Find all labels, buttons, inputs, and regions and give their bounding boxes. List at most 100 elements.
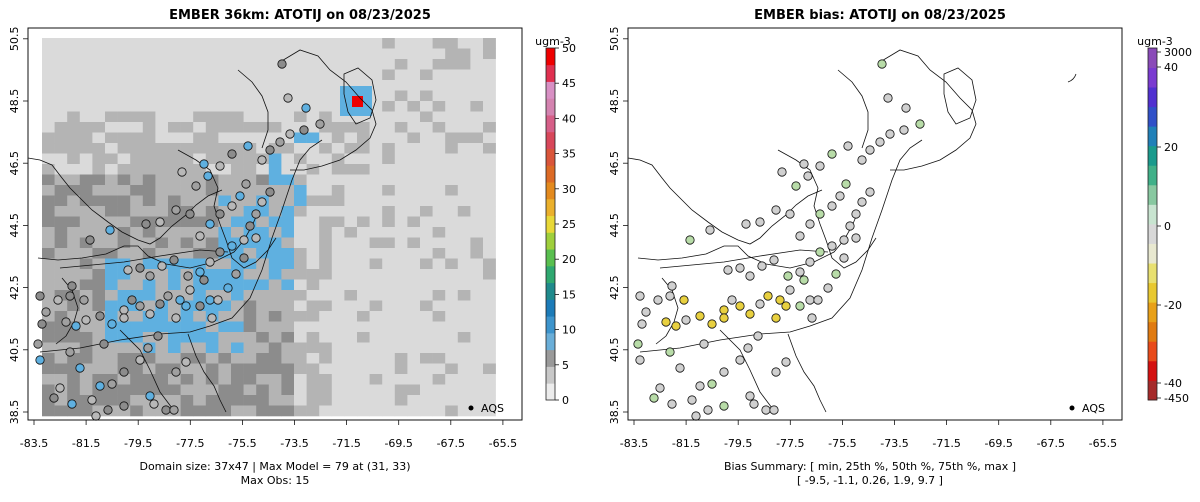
model-grid-cell xyxy=(231,321,244,333)
model-grid-cell xyxy=(105,195,118,207)
model-grid-cell xyxy=(357,59,370,70)
model-grid-cell xyxy=(407,342,421,354)
model-grid-cell xyxy=(470,395,484,406)
model-grid-cell xyxy=(268,206,282,217)
model-grid-cell xyxy=(42,69,55,81)
model-grid-cell xyxy=(319,384,333,396)
left-ny-pa-border xyxy=(59,249,229,269)
model-grid-cell xyxy=(357,206,370,217)
model-grid-cell xyxy=(357,300,370,312)
right-canada-coast xyxy=(879,49,977,171)
model-grid-cell xyxy=(306,279,320,291)
model-grid-cell xyxy=(231,405,244,417)
left-footer-line2: Max Obs: 15 xyxy=(241,474,310,487)
model-grid-cell xyxy=(407,279,421,291)
model-grid-cell xyxy=(344,321,358,333)
right-obs-marker xyxy=(665,347,675,357)
model-grid-cell xyxy=(180,122,194,133)
model-grid-cell xyxy=(231,174,244,186)
model-grid-cell xyxy=(483,258,496,270)
model-grid-cell xyxy=(79,332,93,343)
model-grid-cell xyxy=(205,59,219,70)
model-grid-cell xyxy=(394,90,408,102)
model-grid-cell xyxy=(92,395,106,406)
model-grid-cell xyxy=(382,216,396,228)
left-obs-marker xyxy=(61,317,71,327)
model-grid-cell xyxy=(243,164,257,175)
model-grid-cell xyxy=(445,90,459,102)
model-grid-cell xyxy=(180,248,194,259)
right-new-england-borders xyxy=(777,149,877,269)
model-grid-cell xyxy=(105,59,118,70)
left-obs-marker xyxy=(169,255,179,265)
model-grid-cell xyxy=(79,111,93,123)
model-grid-cell xyxy=(457,59,471,70)
left-obs-marker xyxy=(207,313,217,323)
model-grid-cell xyxy=(407,90,421,102)
model-grid-cell xyxy=(294,80,307,91)
model-grid-cell xyxy=(130,174,144,186)
model-grid-cell xyxy=(155,143,169,154)
model-grid-cell xyxy=(331,300,345,312)
model-grid-cell xyxy=(79,195,93,207)
model-grid-cell xyxy=(205,342,219,354)
model-grid-cell xyxy=(357,185,370,196)
model-grid-cell xyxy=(168,300,181,312)
right-obs-marker xyxy=(719,401,729,411)
model-grid-cell xyxy=(294,258,307,270)
model-grid-cell xyxy=(79,405,93,417)
model-grid-cell xyxy=(369,122,383,133)
model-grid-cell xyxy=(67,143,81,154)
model-grid-cell xyxy=(445,80,459,91)
left-obs-marker xyxy=(35,291,45,301)
model-grid-cell xyxy=(432,48,446,60)
model-grid-cell xyxy=(369,353,383,364)
model-grid-cell xyxy=(369,405,383,417)
model-grid-cell xyxy=(268,363,282,375)
right-colorbar-cell xyxy=(1148,106,1157,127)
model-grid-cell xyxy=(382,153,396,165)
right-obs-marker xyxy=(641,307,651,317)
model-grid-cell xyxy=(117,90,131,102)
right-colorbar-cell xyxy=(1148,282,1157,303)
model-grid-cell xyxy=(67,111,81,123)
model-grid-cell xyxy=(344,80,358,91)
model-grid-cell xyxy=(407,195,421,207)
model-grid-cell xyxy=(445,384,459,396)
model-grid-cell xyxy=(231,290,244,301)
model-grid-cell xyxy=(407,321,421,333)
left-obs-marker xyxy=(141,219,151,229)
model-grid-cell xyxy=(42,185,55,196)
model-grid-cell xyxy=(155,353,169,364)
model-grid-cell xyxy=(457,101,471,112)
model-grid-cell xyxy=(483,195,496,207)
model-grid-cell xyxy=(155,269,169,280)
model-grid-cell xyxy=(67,216,81,228)
model-grid-cell xyxy=(155,132,169,144)
model-grid-cell xyxy=(457,384,471,396)
model-grid-cell xyxy=(306,321,320,333)
model-grid-cell xyxy=(483,90,496,102)
model-grid-cell xyxy=(180,195,194,207)
model-grid-cell xyxy=(432,132,446,144)
model-grid-cell xyxy=(281,164,295,175)
model-grid-cell xyxy=(155,111,169,123)
model-grid-cell xyxy=(394,69,408,81)
model-grid-cell xyxy=(193,311,207,322)
model-grid-cell xyxy=(382,258,396,270)
right-colorbar-tick-label: -450 xyxy=(1164,392,1189,405)
model-grid-cell xyxy=(92,332,106,343)
left-obs-marker xyxy=(257,155,267,165)
model-grid-cell xyxy=(420,122,433,133)
model-grid-cell xyxy=(294,384,307,396)
model-grid-cell xyxy=(130,185,144,196)
model-grid-cell xyxy=(420,111,433,123)
model-grid-cell xyxy=(218,185,232,196)
model-grid-cell xyxy=(432,395,446,406)
model-grid-cell xyxy=(117,216,131,228)
right-x-tick-label: -67.5 xyxy=(1037,437,1065,450)
model-grid-cell xyxy=(369,269,383,280)
model-grid-cell xyxy=(67,185,81,196)
model-grid-cell xyxy=(256,132,270,144)
